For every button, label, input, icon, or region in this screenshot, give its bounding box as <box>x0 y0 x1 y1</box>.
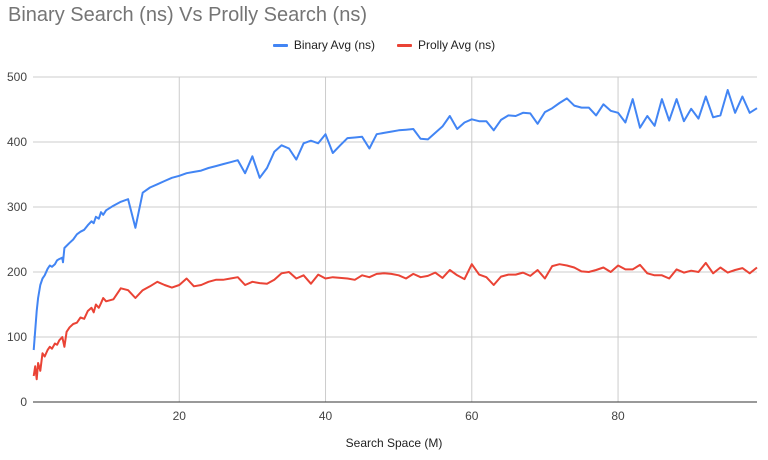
chart-legend: Binary Avg (ns) Prolly Avg (ns) <box>0 38 768 52</box>
x-tick-label: 80 <box>611 409 625 423</box>
legend-label-binary: Binary Avg (ns) <box>293 38 375 52</box>
y-tick-label: 500 <box>7 70 27 84</box>
legend-label-prolly: Prolly Avg (ns) <box>418 38 496 52</box>
legend-swatch-binary <box>272 43 288 47</box>
series-line-prolly <box>32 261 758 381</box>
legend-item-prolly[interactable]: Prolly Avg (ns) <box>397 38 495 52</box>
x-tick-label: 60 <box>465 409 479 423</box>
y-tick-label: 100 <box>7 330 27 344</box>
series-line-binary <box>32 89 758 351</box>
y-tick-label: 400 <box>7 135 27 149</box>
x-tick-label: 20 <box>173 409 187 423</box>
y-tick-label: 200 <box>7 265 27 279</box>
legend-swatch-prolly <box>397 43 412 47</box>
chart-title: Binary Search (ns) Vs Prolly Search (ns) <box>8 4 368 26</box>
x-axis-title: Search Space (M) <box>345 436 443 450</box>
x-tick-label: 40 <box>319 409 333 423</box>
y-tick-label: 0 <box>20 395 27 409</box>
legend-item-binary[interactable]: Binary Avg (ns) <box>272 38 375 52</box>
y-tick-label: 300 <box>7 200 27 214</box>
